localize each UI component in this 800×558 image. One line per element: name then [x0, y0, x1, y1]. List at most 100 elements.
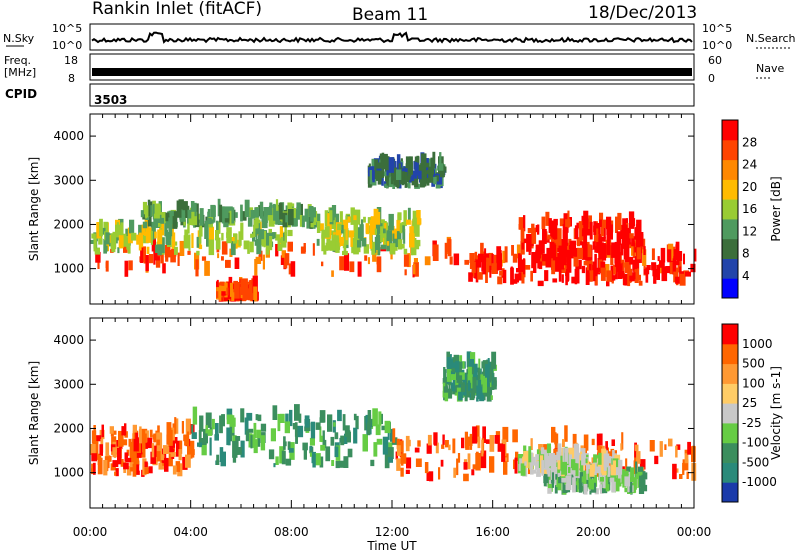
power-data-cell	[355, 227, 361, 239]
power-data-cell	[428, 166, 434, 183]
vel-data-cell	[497, 443, 503, 452]
power-data-cell	[627, 233, 634, 239]
vel-data-cell	[367, 422, 371, 436]
vel-data-cell	[462, 373, 467, 386]
vel-data-cell	[343, 456, 349, 468]
power-data-cell	[374, 211, 381, 225]
power-data-cell	[606, 281, 610, 287]
power-data-cell	[512, 253, 518, 263]
vel-data-cell	[216, 454, 220, 465]
power-data-cell	[180, 219, 186, 226]
vel-data-cell	[232, 440, 238, 458]
power-data-cell	[521, 272, 525, 284]
power-data-cell	[407, 253, 411, 268]
vel-data-cell	[532, 456, 536, 466]
vel-data-cell	[564, 425, 568, 442]
power-data-cell	[140, 248, 144, 263]
power-data-cell	[258, 205, 261, 216]
power-data-cell	[550, 231, 554, 237]
vel-data-cell	[536, 471, 541, 477]
power-data-cell	[623, 247, 628, 260]
power-data-cell	[599, 212, 604, 227]
power-data-cell	[240, 204, 243, 222]
x-tick-label: 20:00	[576, 525, 611, 539]
power-data-cell	[199, 208, 204, 226]
power-data-cell	[675, 244, 680, 253]
power-data-cell	[426, 176, 430, 186]
power-data-cell	[157, 229, 163, 245]
power-data-cell	[339, 256, 345, 271]
vel-data-cell	[607, 465, 611, 477]
vel-data-cell	[524, 461, 527, 466]
power-data-cell	[354, 233, 357, 251]
vel-data-cell	[482, 426, 486, 443]
power-data-cell	[147, 210, 152, 227]
vel-data-cell	[172, 440, 175, 448]
power-data-cell	[299, 215, 303, 227]
vel-data-cell	[188, 440, 195, 458]
power-data-cell	[219, 285, 222, 301]
power-data-cell	[485, 257, 489, 267]
power-data-cell	[629, 242, 632, 249]
power-data-cell	[269, 202, 273, 218]
vel-data-cell	[144, 467, 149, 475]
power-data-cell	[661, 266, 668, 282]
power-colorbar-tick: 20	[742, 180, 757, 194]
vel-data-cell	[142, 441, 146, 453]
power-data-cell	[198, 225, 203, 237]
vel-data-cell	[153, 445, 157, 457]
vel-data-cell	[333, 422, 336, 427]
power-data-cell	[140, 234, 144, 248]
vel-data-cell	[630, 467, 635, 482]
power-data-cell	[638, 222, 641, 239]
power-data-cell	[127, 227, 133, 244]
power-data-cell	[616, 231, 621, 245]
vel-data-cell	[503, 461, 508, 475]
vel-data-cell	[635, 461, 638, 479]
vel-data-cell	[451, 366, 457, 373]
power-data-cell	[581, 215, 584, 226]
vel-colorbar-swatch	[722, 482, 738, 503]
power-colorbar-swatch	[722, 278, 738, 299]
vel-data-cell	[512, 429, 518, 443]
power-data-cell	[587, 244, 592, 258]
power-data-cell	[147, 199, 151, 217]
power-data-marks	[90, 151, 697, 302]
power-data-cell	[485, 253, 490, 258]
vel-data-cell	[295, 435, 298, 444]
power-data-cell	[636, 247, 641, 260]
power-data-cell	[439, 152, 442, 168]
vel-data-cell	[445, 440, 449, 448]
vel-data-cell	[123, 462, 129, 470]
power-data-cell	[216, 291, 219, 298]
power-data-cell	[191, 211, 198, 226]
vel-data-cell	[639, 459, 646, 470]
vel-data-cell	[520, 463, 526, 476]
vel-data-cell	[214, 434, 219, 441]
power-data-cell	[195, 259, 199, 277]
vel-data-cell	[548, 479, 554, 488]
freq-series-band	[92, 68, 692, 76]
nsky-tick-top: 10^5	[52, 22, 82, 35]
power-data-cell	[485, 265, 488, 283]
power-data-cell	[626, 228, 630, 243]
vel-data-cell	[387, 447, 394, 459]
power-data-cell	[565, 271, 568, 286]
power-data-cell	[172, 211, 178, 229]
power-data-cell	[676, 251, 683, 261]
power-data-cell	[380, 244, 387, 250]
power-data-cell	[353, 247, 359, 255]
power-data-cell	[159, 220, 165, 236]
power-data-cell	[168, 210, 174, 217]
power-data-cell	[247, 289, 253, 299]
power-data-cell	[321, 229, 327, 239]
power-data-cell	[551, 220, 554, 238]
vel-data-cell	[247, 428, 254, 433]
power-data-cell	[610, 265, 614, 283]
velocity-y-ticks: 4000 3000 2000 1000	[53, 333, 694, 480]
power-data-cell	[608, 224, 613, 240]
vel-data-cell	[463, 473, 469, 482]
vel-data-cell	[132, 463, 137, 477]
vel-data-cell	[400, 453, 407, 464]
